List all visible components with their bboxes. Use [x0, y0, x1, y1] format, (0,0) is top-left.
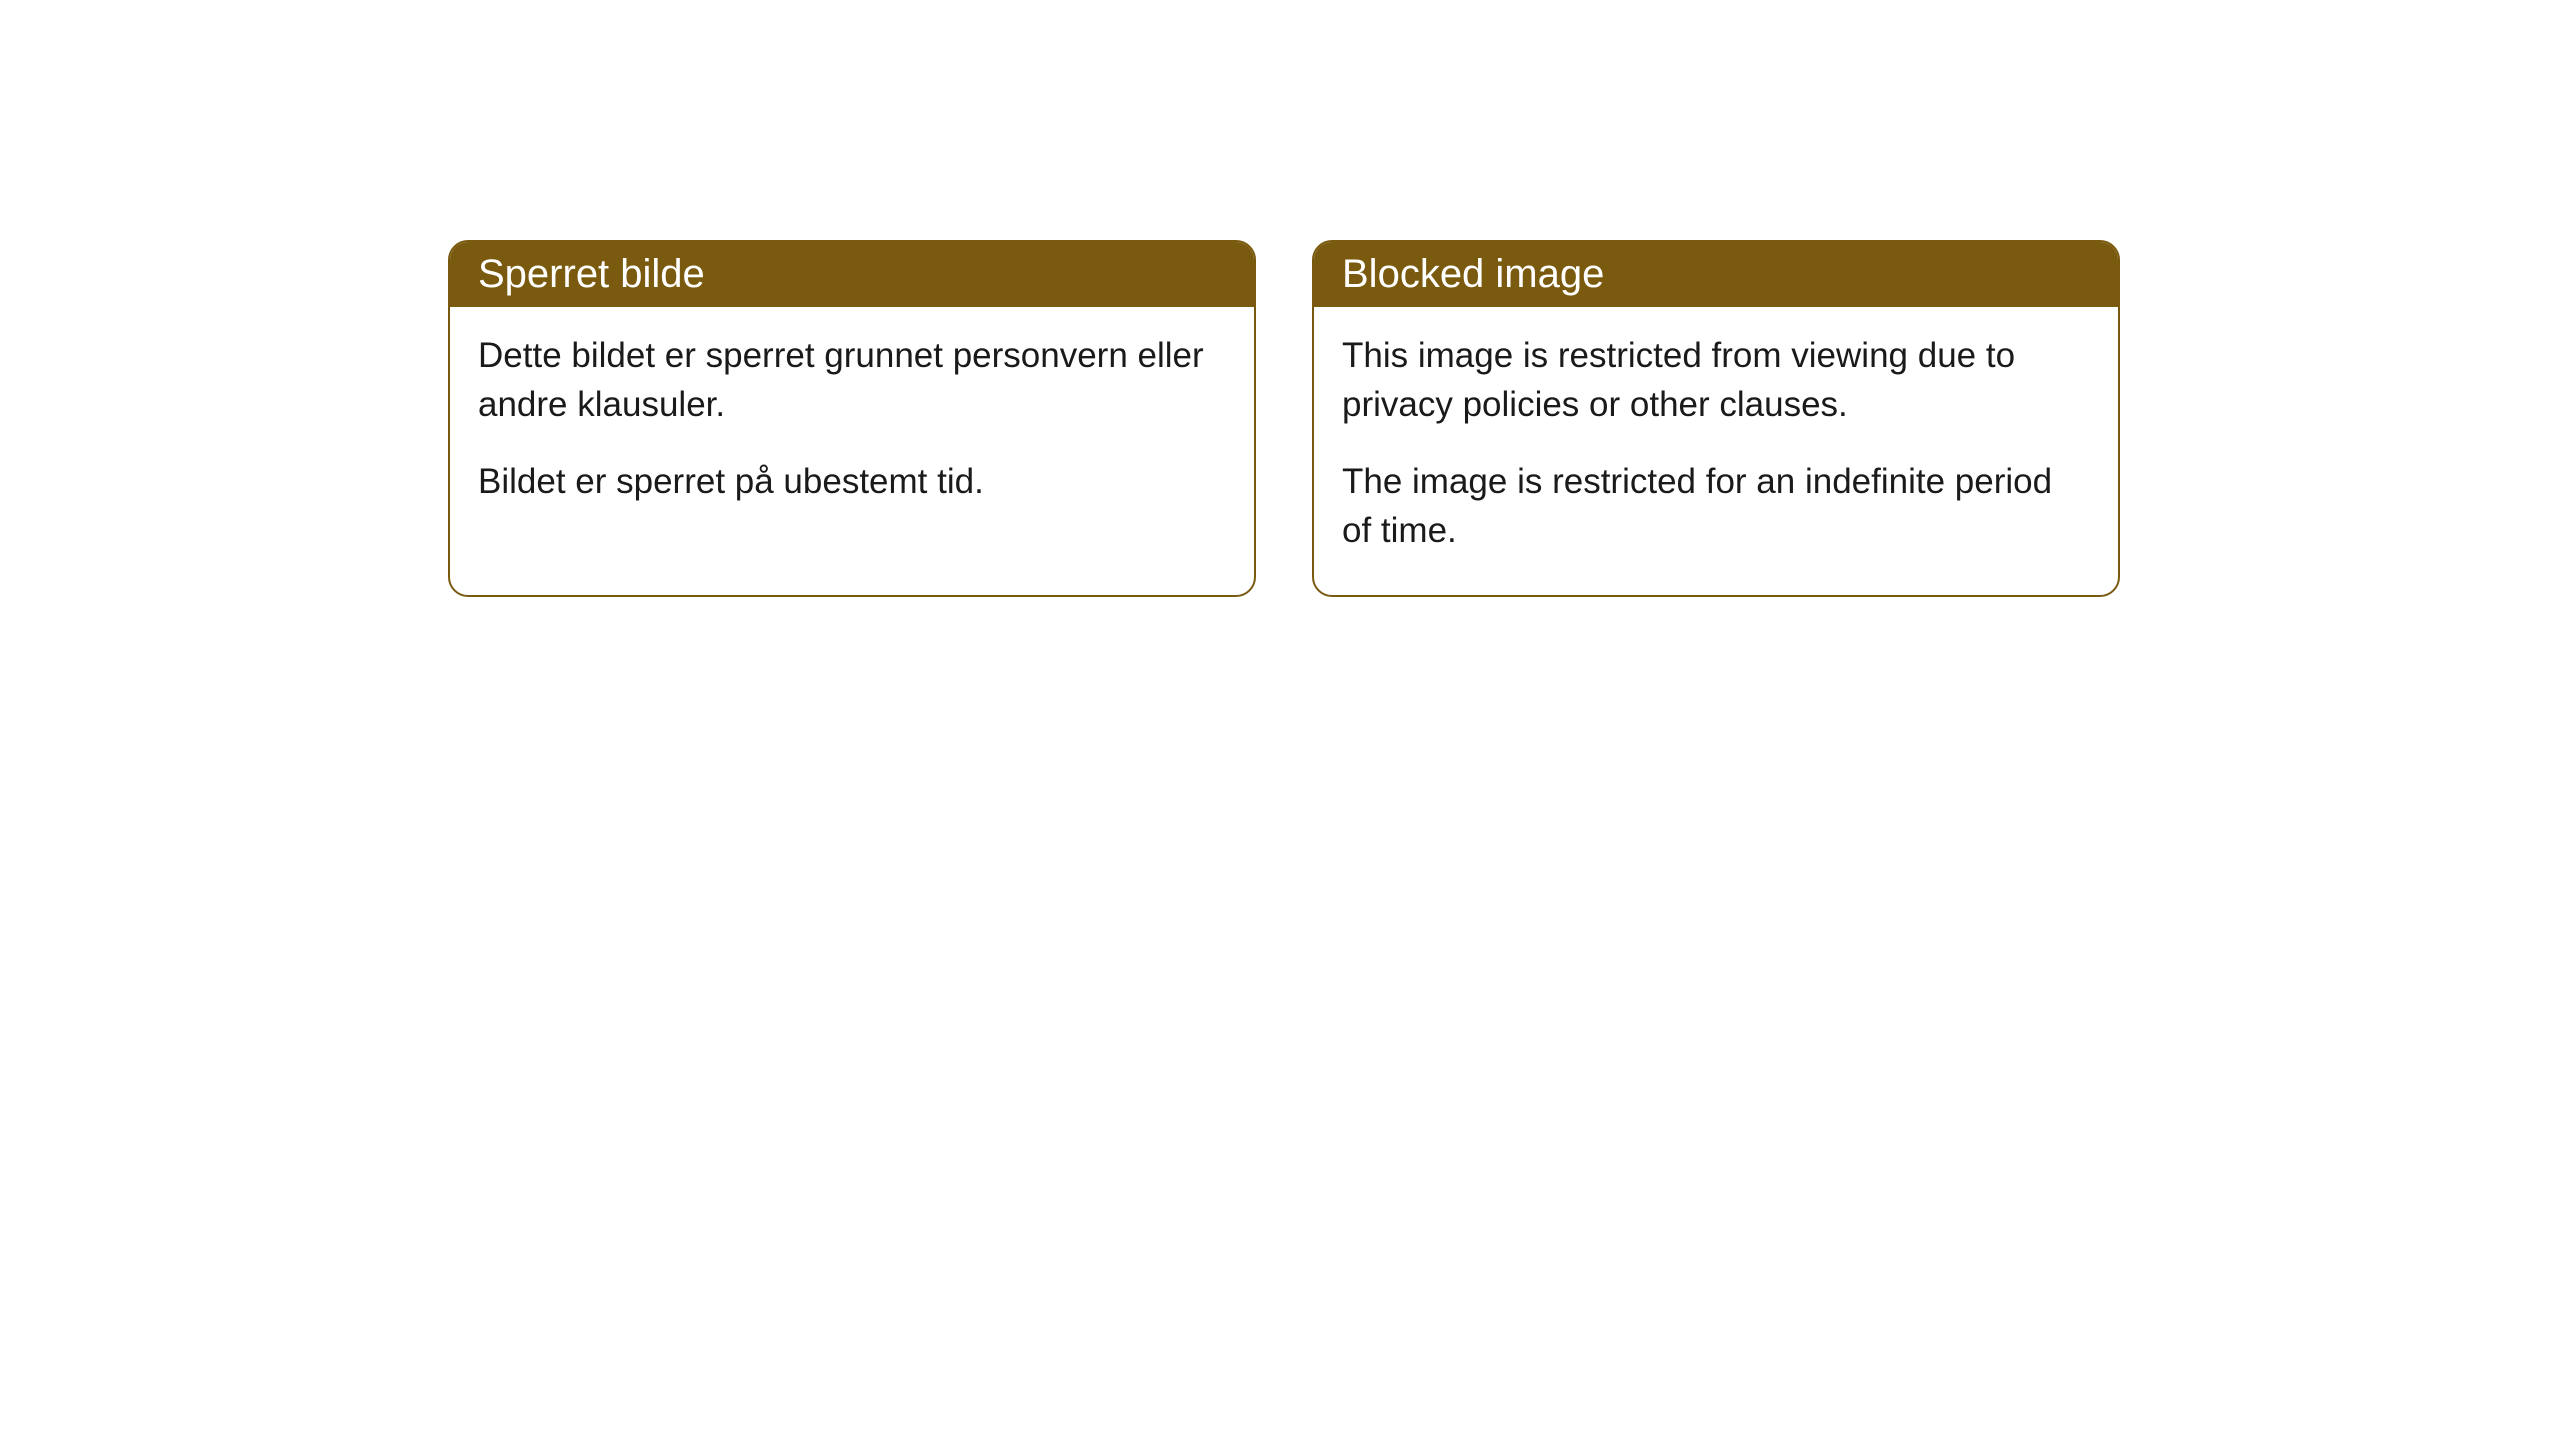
cards-container: Sperret bilde Dette bildet er sperret gr… — [448, 240, 2560, 597]
card-body-norwegian: Dette bildet er sperret grunnet personve… — [450, 307, 1254, 546]
card-english: Blocked image This image is restricted f… — [1312, 240, 2120, 597]
card-header-english: Blocked image — [1314, 242, 2118, 307]
card-norwegian: Sperret bilde Dette bildet er sperret gr… — [448, 240, 1256, 597]
card-header-norwegian: Sperret bilde — [450, 242, 1254, 307]
card-text-norwegian-1: Dette bildet er sperret grunnet personve… — [478, 331, 1226, 429]
card-text-norwegian-2: Bildet er sperret på ubestemt tid. — [478, 457, 1226, 506]
card-text-english-2: The image is restricted for an indefinit… — [1342, 457, 2090, 555]
card-text-english-1: This image is restricted from viewing du… — [1342, 331, 2090, 429]
card-body-english: This image is restricted from viewing du… — [1314, 307, 2118, 595]
